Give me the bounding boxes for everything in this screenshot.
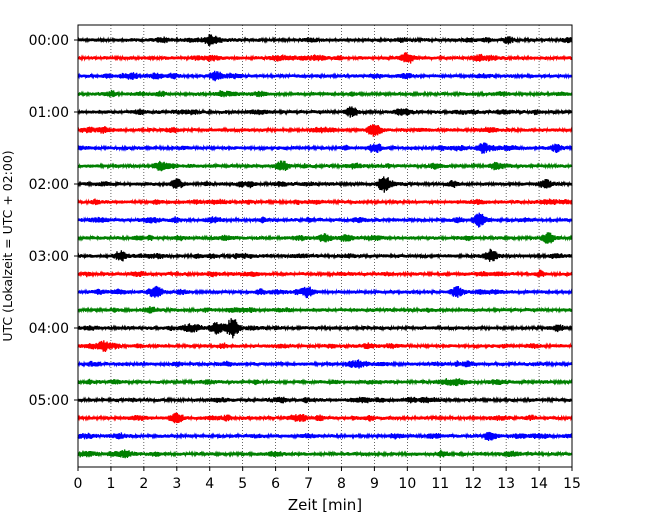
x-axis-label: Zeit [min] (288, 496, 362, 514)
plot-frame (77, 24, 573, 468)
trace-line (77, 248, 573, 262)
trace-line (77, 232, 573, 244)
trace-line (77, 431, 573, 441)
trace-line (77, 449, 573, 459)
x-tick-label: 10 (398, 476, 416, 492)
trace-line (77, 70, 573, 82)
trace-line (77, 340, 573, 352)
x-tick-label: 4 (205, 476, 214, 492)
trace-line (77, 269, 573, 278)
x-tick-label: 5 (238, 476, 247, 492)
y-axis-label: UTC (Lokalzeit = UTC + 02:00) (0, 150, 15, 341)
trace-line (77, 34, 573, 46)
y-tick-label: 01:00 (29, 105, 69, 121)
x-tick-label: 6 (271, 476, 280, 492)
y-tick-label: 03:00 (29, 249, 69, 265)
trace-line (77, 160, 573, 172)
trace-line (77, 176, 573, 193)
x-tick-label: 7 (304, 476, 313, 492)
x-tick-label: 12 (464, 476, 482, 492)
x-tick-label: 1 (106, 476, 115, 492)
y-tick-label: 05:00 (29, 393, 69, 409)
trace-line (77, 198, 573, 206)
x-tick-label: 11 (431, 476, 449, 492)
y-tick-label: 02:00 (29, 177, 69, 193)
x-tick-label: 3 (172, 476, 181, 492)
trace-line (77, 318, 573, 339)
x-tick-label: 2 (139, 476, 148, 492)
x-tick-label: 15 (563, 476, 581, 492)
trace-line (77, 142, 573, 154)
y-tick-label: 00:00 (29, 33, 69, 49)
trace-line (77, 285, 573, 299)
trace-line (77, 396, 573, 404)
trace-line (77, 305, 573, 314)
x-tick-label: 13 (497, 476, 515, 492)
trace-line (77, 412, 573, 424)
trace-line (77, 359, 573, 369)
y-tick-label: 04:00 (29, 321, 69, 337)
x-tick-label: 9 (370, 476, 379, 492)
x-axis-ticks: 0 1 2 3 4 5 6 7 8 9 10 11 12 13 14 15 (74, 467, 581, 492)
y-axis-ticks: 00:00 01:00 02:00 03:00 04:00 05:00 (29, 33, 78, 409)
trace-line (77, 52, 573, 64)
x-tick-label: 14 (530, 476, 548, 492)
trace-line (77, 124, 573, 137)
trace-lines (77, 34, 573, 459)
x-tick-label: 8 (337, 476, 346, 492)
x-tick-label: 0 (74, 476, 83, 492)
trace-line (77, 89, 573, 98)
trace-line (77, 212, 573, 228)
trace-line (77, 378, 573, 387)
trace-line (77, 106, 573, 118)
